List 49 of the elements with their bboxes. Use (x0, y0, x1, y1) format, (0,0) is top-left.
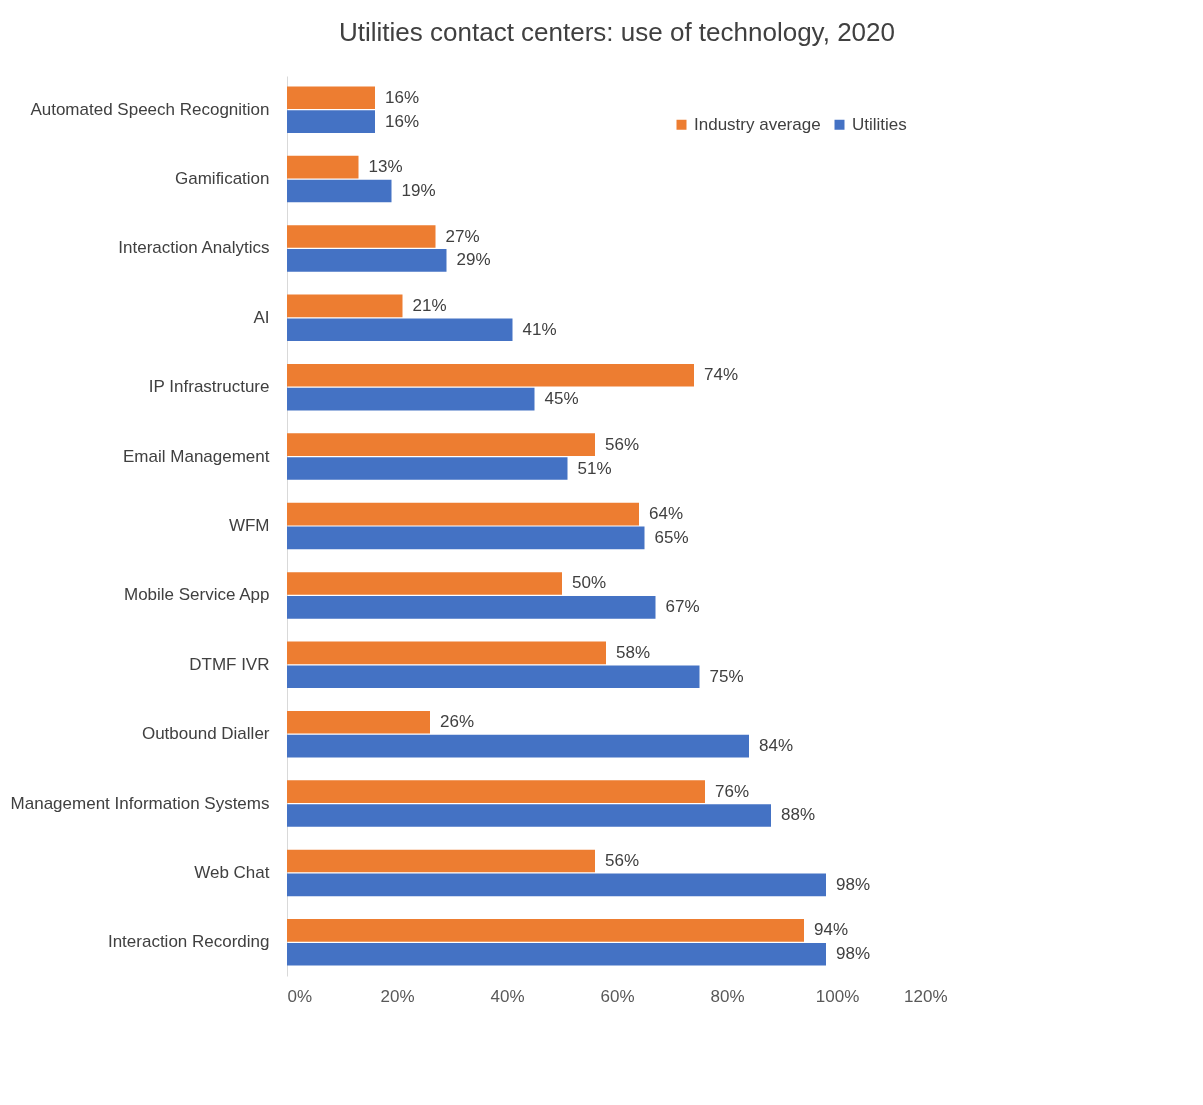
x-tick-label: 0% (287, 986, 313, 1006)
data-label: 98% (836, 944, 871, 964)
x-tick-label: 80% (710, 986, 745, 1006)
data-label: 19% (401, 180, 436, 200)
data-label: 76% (715, 781, 750, 801)
data-label: 88% (781, 805, 816, 825)
x-tick-label: 20% (380, 986, 415, 1006)
data-label: 98% (836, 874, 871, 894)
y-tick-label: Gamification (175, 169, 270, 189)
y-tick-label: Web Chat (194, 862, 270, 882)
legend-label: Utilities (852, 114, 907, 134)
data-label: 65% (654, 527, 689, 547)
y-tick-label: AI (253, 307, 270, 327)
x-tick-label: 100% (815, 986, 860, 1006)
y-tick-label: WFM (228, 516, 270, 535)
data-label: 16% (385, 111, 420, 131)
x-tick-label: 60% (600, 986, 635, 1006)
x-tick-label: 40% (490, 986, 525, 1006)
data-label: 45% (544, 389, 579, 409)
data-label: 21% (412, 295, 447, 315)
data-label: 75% (709, 666, 744, 686)
y-tick-label: Management Information Systems (10, 793, 270, 813)
data-label: 56% (605, 434, 640, 454)
data-label: 67% (665, 597, 700, 617)
data-label: 26% (440, 712, 475, 732)
y-tick-label: Email Management (123, 446, 270, 466)
y-tick-label: DTMF IVR (189, 654, 270, 674)
y-tick-label: Mobile Service App (123, 585, 270, 605)
data-label: 41% (522, 319, 557, 339)
data-label: 16% (385, 87, 420, 107)
data-label: 51% (577, 458, 612, 478)
y-tick-label: IP Infrastructure (148, 377, 270, 397)
chart-title: Utilities contact centers: use of technology, 2020 (339, 17, 895, 47)
data-label: 64% (649, 504, 684, 524)
data-label: 74% (704, 365, 739, 385)
data-label: 13% (368, 157, 403, 177)
data-label: 50% (572, 573, 607, 593)
y-tick-label: Outbound Dialler (141, 724, 270, 744)
data-label: 56% (605, 851, 640, 871)
legend-label: Industry average (694, 114, 821, 134)
y-tick-label: Automated Speech Recognition (30, 99, 270, 119)
x-tick-label: 120% (904, 986, 948, 1006)
data-label: 27% (445, 226, 480, 246)
data-label: 84% (759, 736, 794, 756)
y-tick-label: Interaction Analytics (118, 238, 270, 258)
y-tick-label: Interaction Recording (107, 932, 270, 952)
data-label: 29% (456, 250, 491, 270)
data-label: 94% (814, 920, 849, 940)
data-label: 58% (616, 642, 651, 662)
